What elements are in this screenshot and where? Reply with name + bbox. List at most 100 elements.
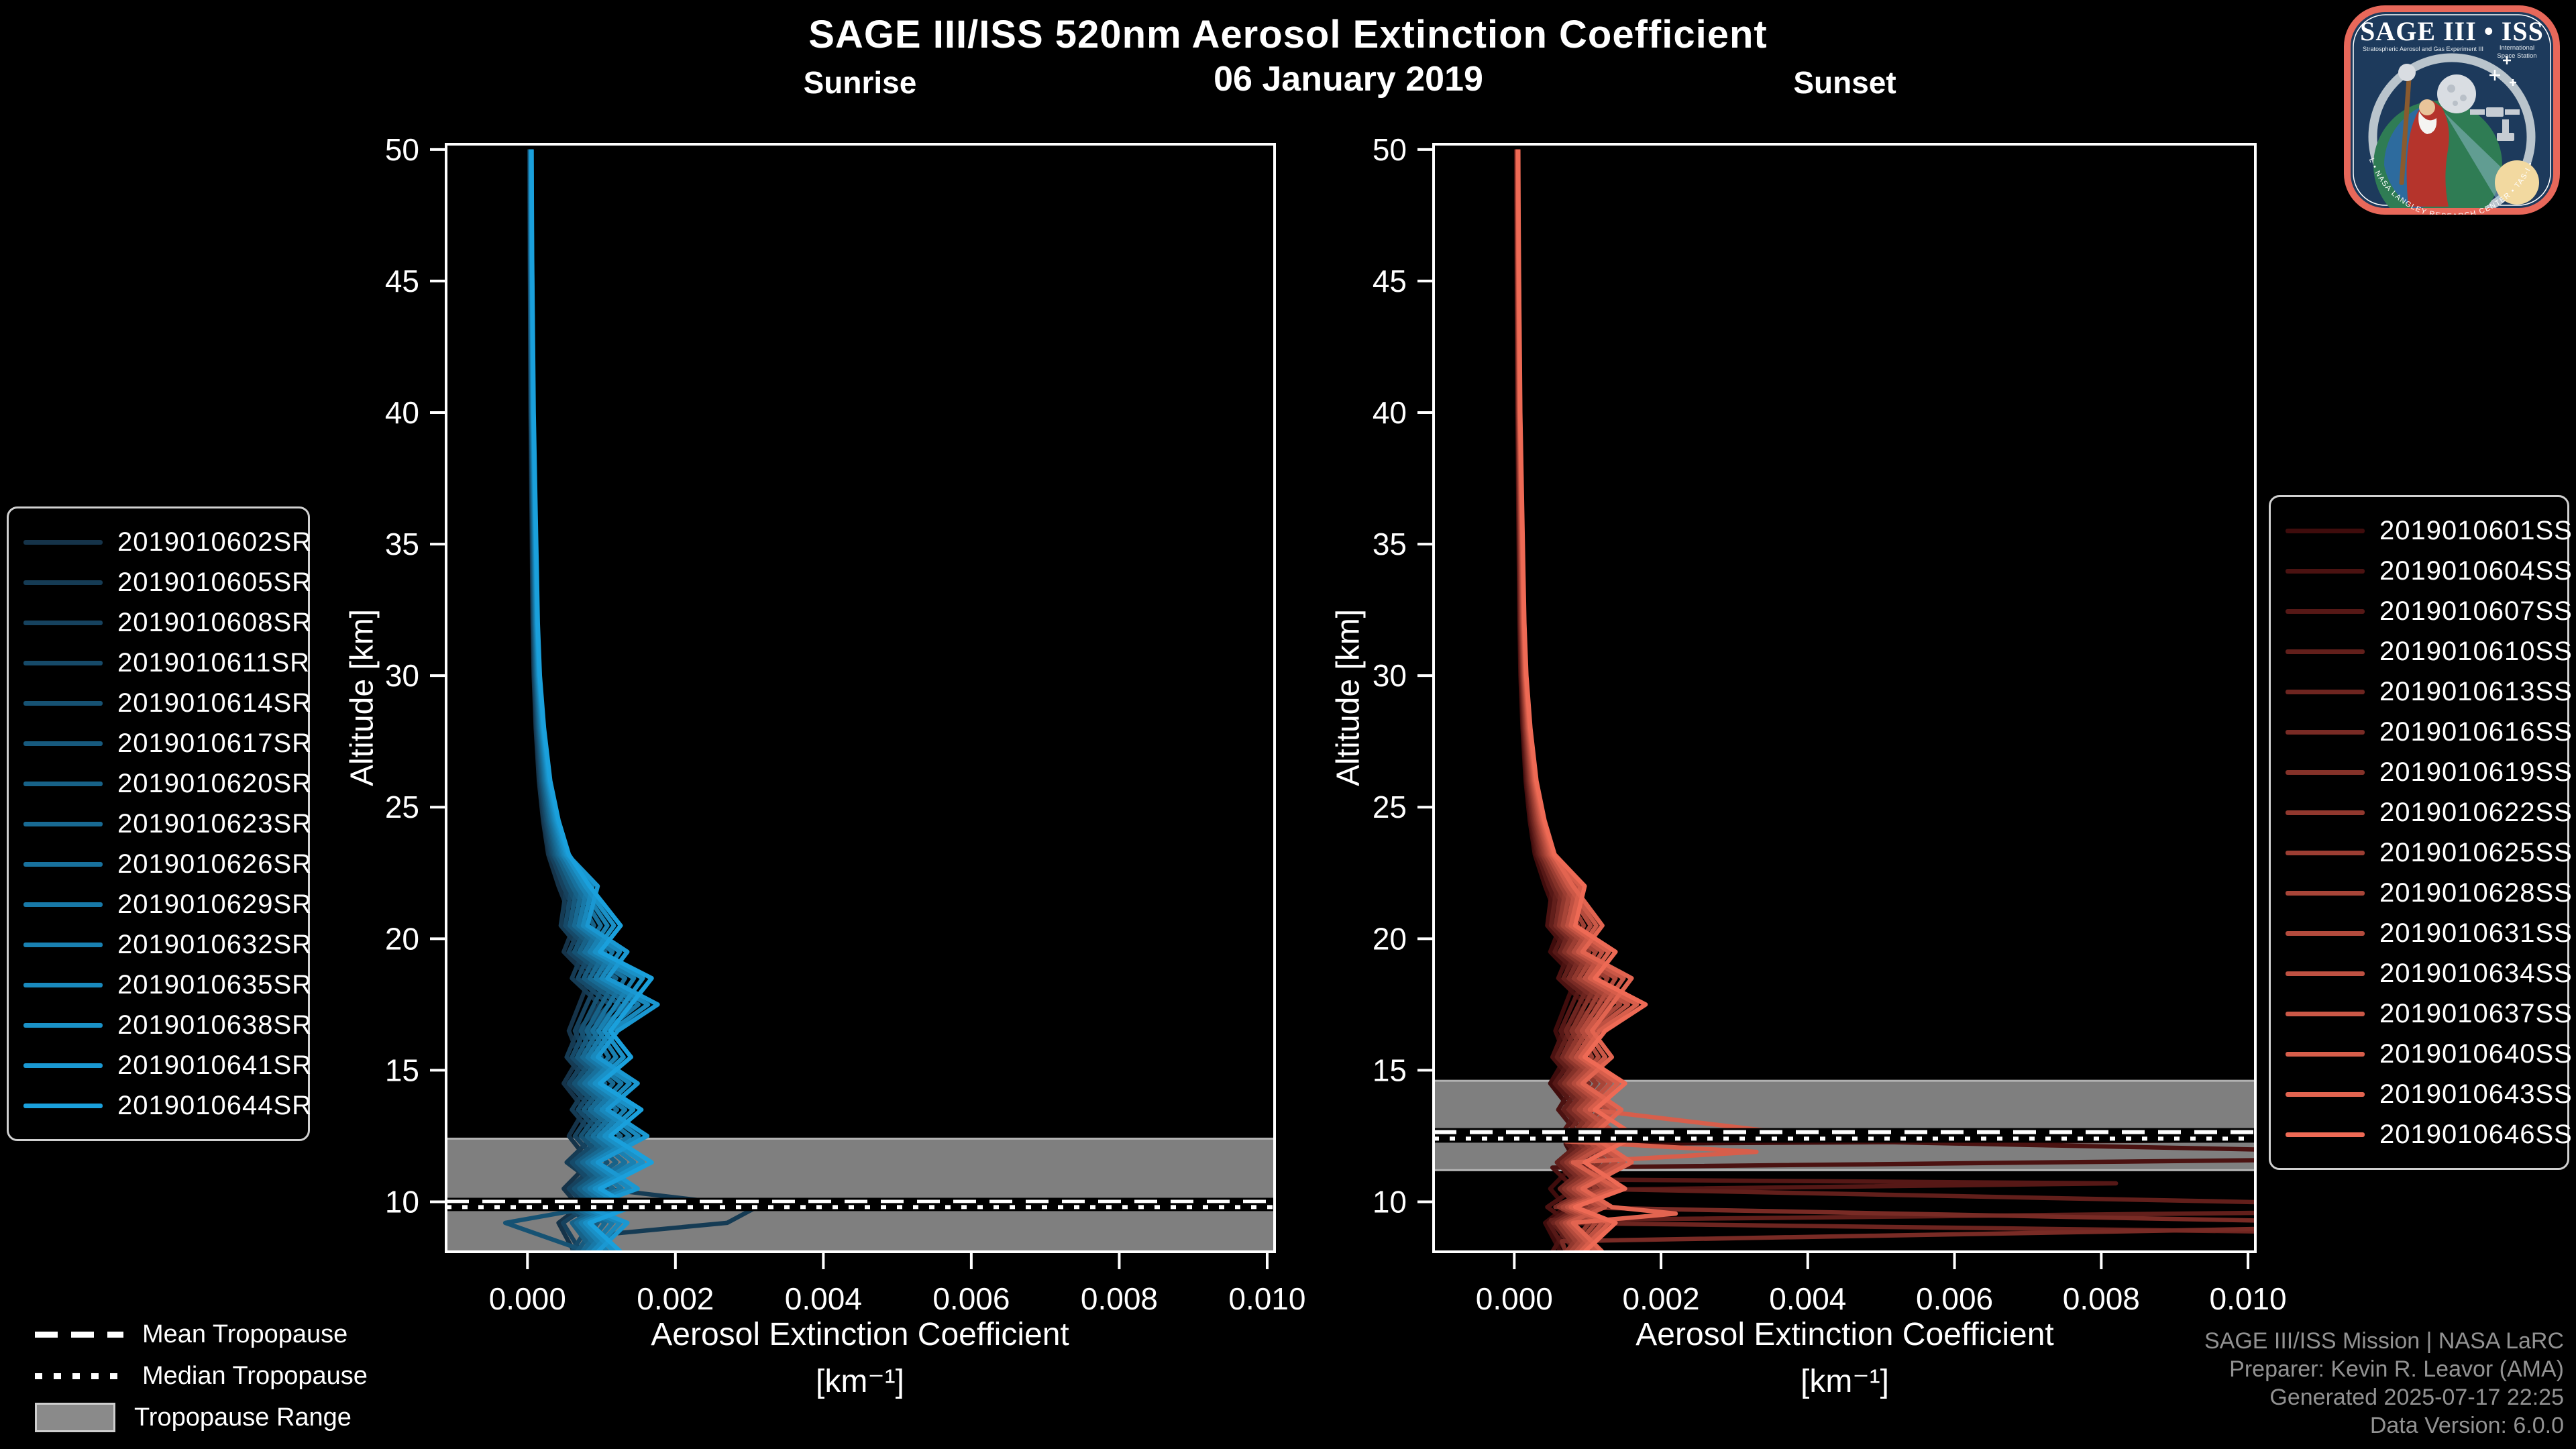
sunrise-legend-swatch-2019010629SR [23, 902, 103, 907]
sunrise-y-tick-15: 15 [385, 1053, 419, 1087]
sunrise-legend-label-2019010644SR: 2019010644SR [117, 1090, 313, 1120]
sunset-legend-item-2019010634SS: 2019010634SS [2286, 953, 2572, 994]
sunrise-legend-swatch-2019010605SR [23, 580, 103, 585]
sunset-legend-swatch-2019010628SS [2286, 890, 2365, 896]
sunset-legend-swatch-2019010619SS [2286, 769, 2365, 775]
sunset-x-tick-0.004: 0.004 [1769, 1281, 1846, 1316]
sunset-legend-item-2019010628SS: 2019010628SS [2286, 873, 2572, 913]
sunset-legend-item-2019010631SS: 2019010631SS [2286, 913, 2572, 953]
sunrise-y-tick-30: 30 [385, 658, 419, 693]
sunrise-legend-label-2019010638SR: 2019010638SR [117, 1010, 313, 1040]
sunrise-profile-2019010644SR [529, 149, 654, 1252]
sunset-legend-item-2019010610SS: 2019010610SS [2286, 631, 2572, 672]
sunrise-legend-item-2019010644SR: 2019010644SR [23, 1085, 311, 1126]
sunrise-panel-title: Sunrise [803, 65, 917, 100]
logo-sun [2495, 160, 2539, 205]
sunrise-legend-label-2019010608SR: 2019010608SR [117, 607, 313, 637]
sunset-legend-swatch-2019010613SS [2286, 689, 2365, 694]
sunset-legend-swatch-2019010631SS [2286, 930, 2365, 936]
sunset-legend-label-2019010646SS: 2019010646SS [2379, 1119, 2573, 1149]
sunset-events-legend: 2019010601SS 2019010604SS 2019010607SS 2019… [2269, 495, 2572, 1170]
sunset-y-tick-10: 10 [1373, 1184, 1407, 1219]
sunrise-legend-item-2019010638SR: 2019010638SR [23, 1005, 311, 1045]
sunrise-y-tick-35: 35 [385, 527, 419, 561]
sunset-legend-swatch-2019010604SS [2286, 568, 2365, 574]
sunrise-y-tick-40: 40 [385, 395, 419, 430]
sunset-legend-label-2019010610SS: 2019010610SS [2379, 636, 2573, 666]
sunrise-legend-swatch-2019010614SR [23, 700, 103, 706]
sunset-legend-item-2019010616SS: 2019010616SS [2286, 712, 2572, 752]
sunset-legend-label-2019010622SS: 2019010622SS [2379, 797, 2573, 827]
sunset-legend-item-2019010643SS: 2019010643SS [2286, 1074, 2572, 1114]
sunrise-legend-item-2019010611SR: 2019010611SR [23, 643, 309, 683]
sunset-legend-label-2019010631SS: 2019010631SS [2379, 918, 2573, 948]
sunset-legend-swatch-2019010607SS [2286, 608, 2365, 614]
sunrise-legend-swatch-2019010632SR [23, 942, 103, 947]
sunset-legend-label-2019010628SS: 2019010628SS [2379, 877, 2573, 908]
sunrise-legend-label-2019010641SR: 2019010641SR [117, 1050, 313, 1080]
sunrise-legend-label-2019010617SR: 2019010617SR [117, 728, 313, 758]
sunrise-legend-swatch-2019010638SR [23, 1022, 103, 1028]
sunrise-legend-item-2019010632SR: 2019010632SR [23, 924, 311, 965]
sunrise-panel: 10 15 20 25 30 35 40 45 50 0.000 0.002 0.004 0.006 0.… [385, 132, 1306, 1316]
sage-iii-iss-mission-patch-logo: SAGE III • ISS Stratospheric Aerosol and… [2344, 5, 2560, 215]
sunrise-legend-label-2019010632SR: 2019010632SR [117, 929, 313, 959]
sunset-legend-item-2019010637SS: 2019010637SS [2286, 994, 2572, 1034]
sunrise-y-axis-label: Altitude [km] [344, 608, 380, 787]
sunset-legend-item-2019010613SS: 2019010613SS [2286, 672, 2572, 712]
sunset-y-tick-50: 50 [1373, 132, 1407, 167]
sunrise-legend-item-2019010602SR: 2019010602SR [23, 522, 311, 562]
sunrise-axes-box [445, 143, 1276, 1253]
sunset-legend-item-2019010622SS: 2019010622SS [2286, 792, 2572, 833]
sunrise-legend-swatch-2019010602SR [23, 539, 103, 545]
sunrise-legend-swatch-2019010644SR [23, 1103, 103, 1108]
sunrise-legend-swatch-2019010611SR [23, 660, 103, 665]
sunset-x-tick-0.010: 0.010 [2210, 1281, 2287, 1316]
sunset-profile-2019010613SS [1514, 149, 2255, 1234]
sunset-legend-item-2019010601SS: 2019010601SS [2286, 511, 2572, 551]
logo-title: SAGE III • ISS [2360, 16, 2544, 46]
sunrise-legend-swatch-2019010617SR [23, 741, 103, 746]
sunset-legend-label-2019010607SS: 2019010607SS [2379, 596, 2573, 626]
sunset-legend-swatch-2019010616SS [2286, 729, 2365, 735]
sunset-x-axis-label-line1: Aerosol Extinction Coefficient [1635, 1317, 2054, 1352]
sunrise-x-tick-0.008: 0.008 [1081, 1281, 1158, 1316]
attribution-generated: Generated 2025-07-17 22:25 [2269, 1385, 2564, 1410]
sunrise-legend-item-2019010626SR: 2019010626SR [23, 844, 311, 884]
sunset-legend-label-2019010634SS: 2019010634SS [2379, 958, 2573, 988]
logo-orbit-ring [2368, 53, 2536, 208]
logo-stars [2489, 56, 2516, 86]
sunrise-legend-item-2019010620SR: 2019010620SR [23, 763, 311, 804]
sunrise-legend-swatch-2019010626SR [23, 861, 103, 867]
logo-father-time-figure [2398, 64, 2449, 207]
tropopause-range-label: Tropopause Range [134, 1403, 352, 1432]
sunrise-x-tick-0.002: 0.002 [637, 1281, 714, 1316]
mean-tropopause-dashed-line-swatch [35, 1331, 123, 1338]
sunset-axes-box [1432, 143, 2257, 1253]
sunset-legend-swatch-2019010637SS [2286, 1011, 2365, 1016]
attribution-block: SAGE III/ISS Mission | NASA LaRC Prepare… [2204, 1327, 2564, 1440]
sunrise-x-axis-label-units: [km⁻¹] [816, 1364, 904, 1399]
sunset-y-tick-30: 30 [1373, 658, 1407, 693]
sunset-legend-label-2019010616SS: 2019010616SS [2379, 716, 2573, 747]
sunset-panel: 10 15 20 25 30 35 40 45 50 0.000 0.002 0.004 0.006 0.… [1373, 132, 2287, 1316]
logo-subtitle-right1: International [2500, 44, 2534, 52]
sunset-y-tick-25: 25 [1373, 790, 1407, 824]
sunrise-legend-label-2019010626SR: 2019010626SR [117, 849, 313, 879]
sunset-legend-item-2019010646SS: 2019010646SS [2286, 1114, 2572, 1155]
sunset-y-tick-40: 40 [1373, 395, 1407, 430]
sunrise-x-tick-0.000: 0.000 [489, 1281, 566, 1316]
sunset-legend-item-2019010607SS: 2019010607SS [2286, 591, 2572, 631]
sunrise-x-tick-0.004: 0.004 [785, 1281, 862, 1316]
attribution-data-version: Data Version: 6.0.0 [2369, 1413, 2564, 1438]
sunrise-legend-label-2019010605SR: 2019010605SR [117, 567, 313, 597]
sunrise-legend-swatch-2019010623SR [23, 821, 103, 826]
sunrise-legend-label-2019010629SR: 2019010629SR [117, 889, 313, 919]
sunrise-y-tick-20: 20 [385, 921, 419, 956]
sunrise-events-legend: 2019010602SR 2019010605SR 2019010608SR 2019… [7, 506, 313, 1141]
sunset-legend-label-2019010643SS: 2019010643SS [2379, 1079, 2573, 1109]
sunset-legend-item-2019010604SS: 2019010604SS [2286, 551, 2572, 591]
sunset-x-axis-label: Aerosol Extinction Coefficient [km⁻¹] [1429, 1311, 2261, 1405]
